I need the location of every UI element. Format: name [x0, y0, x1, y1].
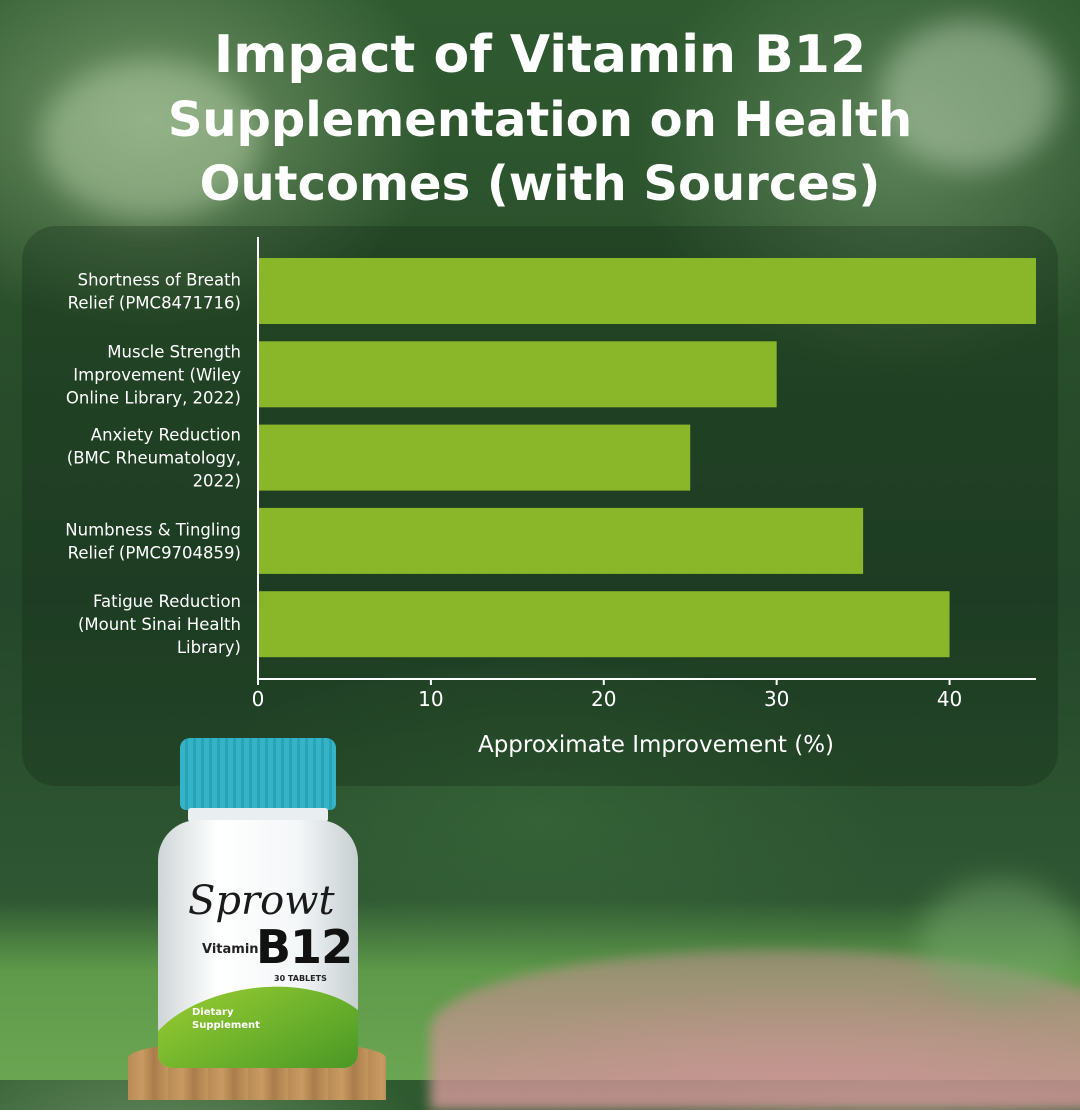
- x-tick-label-0: 0: [252, 687, 265, 711]
- category-label-0: Shortness of Breath Relief (PMC8471716): [68, 271, 241, 313]
- chart-title: Impact of Vitamin B12 Supplementation on…: [0, 22, 1080, 216]
- tablet-count: 30 TABLETS: [274, 974, 327, 983]
- light-blob: [40, 60, 260, 220]
- x-axis-title: Approximate Improvement (%): [478, 732, 834, 758]
- category-label-line: Relief (PMC8471716): [68, 294, 241, 313]
- category-label-line: Anxiety Reduction: [91, 426, 241, 445]
- x-tick-label-1: 10: [418, 687, 443, 711]
- category-label-line: Shortness of Breath: [78, 271, 241, 290]
- product-type: Dietary Supplement: [192, 1006, 260, 1032]
- category-label-3: Numbness & Tingling Relief (PMC9704859): [65, 520, 241, 562]
- x-tick-label-2: 20: [591, 687, 616, 711]
- product-name: B12: [256, 920, 353, 974]
- bar-3: [258, 507, 864, 574]
- vitamin-label: Vitamin: [202, 942, 259, 957]
- bar-1: [258, 341, 777, 408]
- product-type-line-2: Supplement: [192, 1020, 260, 1031]
- x-tick-label-4: 40: [937, 687, 962, 711]
- bar-4: [258, 591, 950, 658]
- bottle-cap: [180, 738, 336, 810]
- product-type-line-1: Dietary: [192, 1007, 234, 1018]
- title-line-2: Supplementation on Health: [167, 92, 913, 148]
- category-label-line: Numbness & Tingling: [65, 520, 241, 539]
- brand-logo: Sprowt: [188, 878, 335, 924]
- bar-2: [258, 424, 691, 491]
- category-label-2: Anxiety Reduction (BMC Rheumatology, 2022): [67, 426, 241, 491]
- bar-chart: Shortness of Breath Relief (PMC8471716) Mu…: [65, 258, 1036, 758]
- category-label-line: Muscle Strength: [107, 342, 241, 361]
- bar-0: [258, 258, 1036, 324]
- light-blob: [920, 880, 1080, 1000]
- category-label-1: Muscle Strength Improvement (Wiley Online …: [66, 342, 241, 407]
- light-blob: [880, 20, 1060, 170]
- category-label-4: Fatigue Reduction (Mount Sinai Health Libr…: [78, 592, 241, 657]
- category-label-line: 2022): [193, 472, 241, 491]
- x-tick-label-3: 30: [764, 687, 789, 711]
- title-line-3: Outcomes (with Sources): [199, 156, 881, 212]
- category-label-line: Relief (PMC9704859): [68, 543, 241, 562]
- category-label-line: Online Library, 2022): [66, 388, 241, 407]
- category-label-line: Fatigue Reduction: [93, 592, 241, 611]
- category-label-line: Library): [177, 638, 241, 657]
- product-bottle: Sprowt Vitamin B12 30 TABLETS Dietary Su…: [158, 738, 358, 1068]
- title-line-1: Impact of Vitamin B12: [213, 25, 867, 85]
- category-label-line: (BMC Rheumatology,: [67, 449, 241, 468]
- bottle-neck: [188, 808, 328, 822]
- bottle-label: Sprowt Vitamin B12 30 TABLETS Dietary Su…: [158, 820, 358, 1068]
- category-label-line: (Mount Sinai Health: [78, 615, 241, 634]
- category-label-line: Improvement (Wiley: [73, 365, 241, 384]
